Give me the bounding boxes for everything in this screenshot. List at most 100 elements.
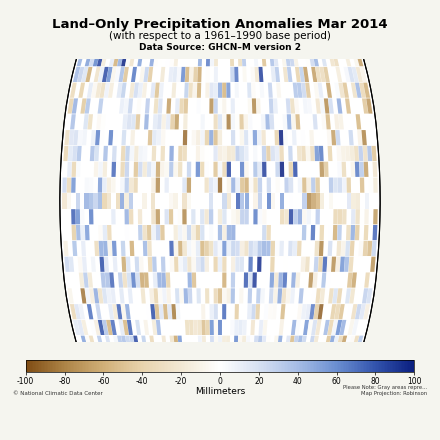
Polygon shape [344, 257, 349, 272]
Text: Land–Only Precipitation Anomalies Mar 2014: Land–Only Precipitation Anomalies Mar 20… [52, 18, 388, 31]
Polygon shape [166, 272, 170, 288]
Polygon shape [363, 146, 368, 161]
Polygon shape [231, 130, 235, 145]
Polygon shape [248, 257, 253, 272]
Polygon shape [333, 209, 338, 224]
Polygon shape [94, 241, 99, 256]
Polygon shape [158, 99, 163, 114]
Text: Millimeters: Millimeters [195, 387, 245, 396]
Polygon shape [356, 336, 363, 351]
Polygon shape [271, 0, 277, 6]
Polygon shape [150, 304, 156, 319]
Polygon shape [130, 130, 135, 145]
Polygon shape [191, 225, 196, 240]
Polygon shape [258, 193, 262, 209]
Polygon shape [182, 177, 187, 193]
Polygon shape [99, 130, 105, 145]
Polygon shape [84, 193, 89, 209]
Polygon shape [114, 67, 121, 82]
Polygon shape [120, 193, 125, 209]
Polygon shape [303, 99, 308, 114]
Polygon shape [213, 130, 218, 145]
Polygon shape [276, 367, 282, 381]
Polygon shape [222, 36, 226, 51]
Polygon shape [323, 7, 331, 21]
Polygon shape [63, 146, 69, 161]
Polygon shape [356, 67, 363, 82]
Polygon shape [160, 67, 165, 82]
Polygon shape [248, 272, 253, 288]
Polygon shape [129, 177, 133, 193]
Polygon shape [305, 7, 312, 21]
Polygon shape [265, 114, 270, 129]
Polygon shape [70, 114, 76, 129]
Polygon shape [118, 320, 125, 335]
Polygon shape [147, 351, 154, 366]
Polygon shape [227, 146, 231, 161]
Polygon shape [253, 130, 257, 145]
Polygon shape [242, 51, 246, 66]
Polygon shape [89, 351, 97, 366]
Polygon shape [227, 288, 231, 304]
Polygon shape [125, 177, 129, 193]
Polygon shape [129, 83, 135, 98]
Polygon shape [336, 241, 341, 256]
Polygon shape [311, 177, 315, 193]
Polygon shape [210, 51, 214, 66]
Polygon shape [337, 99, 342, 114]
Polygon shape [253, 209, 258, 224]
Polygon shape [198, 351, 203, 366]
Polygon shape [183, 114, 187, 129]
Polygon shape [222, 225, 227, 240]
Polygon shape [85, 225, 90, 240]
Polygon shape [131, 7, 139, 21]
Polygon shape [215, 7, 218, 21]
Polygon shape [195, 21, 200, 36]
Polygon shape [261, 130, 266, 145]
Polygon shape [303, 320, 309, 335]
Polygon shape [279, 241, 284, 256]
Polygon shape [123, 67, 129, 82]
Polygon shape [218, 257, 222, 272]
Polygon shape [311, 225, 315, 240]
Polygon shape [352, 320, 359, 335]
Polygon shape [95, 7, 104, 21]
Polygon shape [152, 146, 156, 161]
Polygon shape [349, 241, 355, 256]
Polygon shape [205, 177, 209, 193]
Polygon shape [317, 36, 324, 51]
Polygon shape [149, 0, 156, 6]
Polygon shape [168, 381, 173, 395]
Polygon shape [167, 36, 172, 51]
Polygon shape [213, 146, 218, 161]
Polygon shape [227, 162, 231, 177]
Polygon shape [116, 162, 121, 177]
Polygon shape [287, 21, 294, 36]
Polygon shape [101, 51, 108, 66]
Polygon shape [233, 36, 238, 51]
Polygon shape [308, 51, 315, 66]
Polygon shape [348, 320, 355, 335]
Polygon shape [298, 36, 304, 51]
Polygon shape [81, 67, 88, 82]
Polygon shape [315, 99, 321, 114]
Polygon shape [276, 21, 282, 36]
Polygon shape [121, 130, 126, 145]
Polygon shape [278, 272, 283, 288]
Polygon shape [200, 257, 205, 272]
Polygon shape [240, 21, 245, 36]
Polygon shape [260, 83, 264, 98]
Polygon shape [251, 83, 256, 98]
Polygon shape [139, 351, 146, 366]
Polygon shape [139, 36, 146, 51]
Polygon shape [293, 209, 298, 224]
Polygon shape [201, 114, 205, 129]
Polygon shape [301, 83, 307, 98]
Polygon shape [289, 209, 293, 224]
Polygon shape [160, 162, 165, 177]
Polygon shape [309, 304, 315, 319]
Polygon shape [218, 320, 222, 335]
Polygon shape [105, 367, 113, 381]
Polygon shape [165, 367, 171, 381]
Polygon shape [156, 225, 160, 240]
